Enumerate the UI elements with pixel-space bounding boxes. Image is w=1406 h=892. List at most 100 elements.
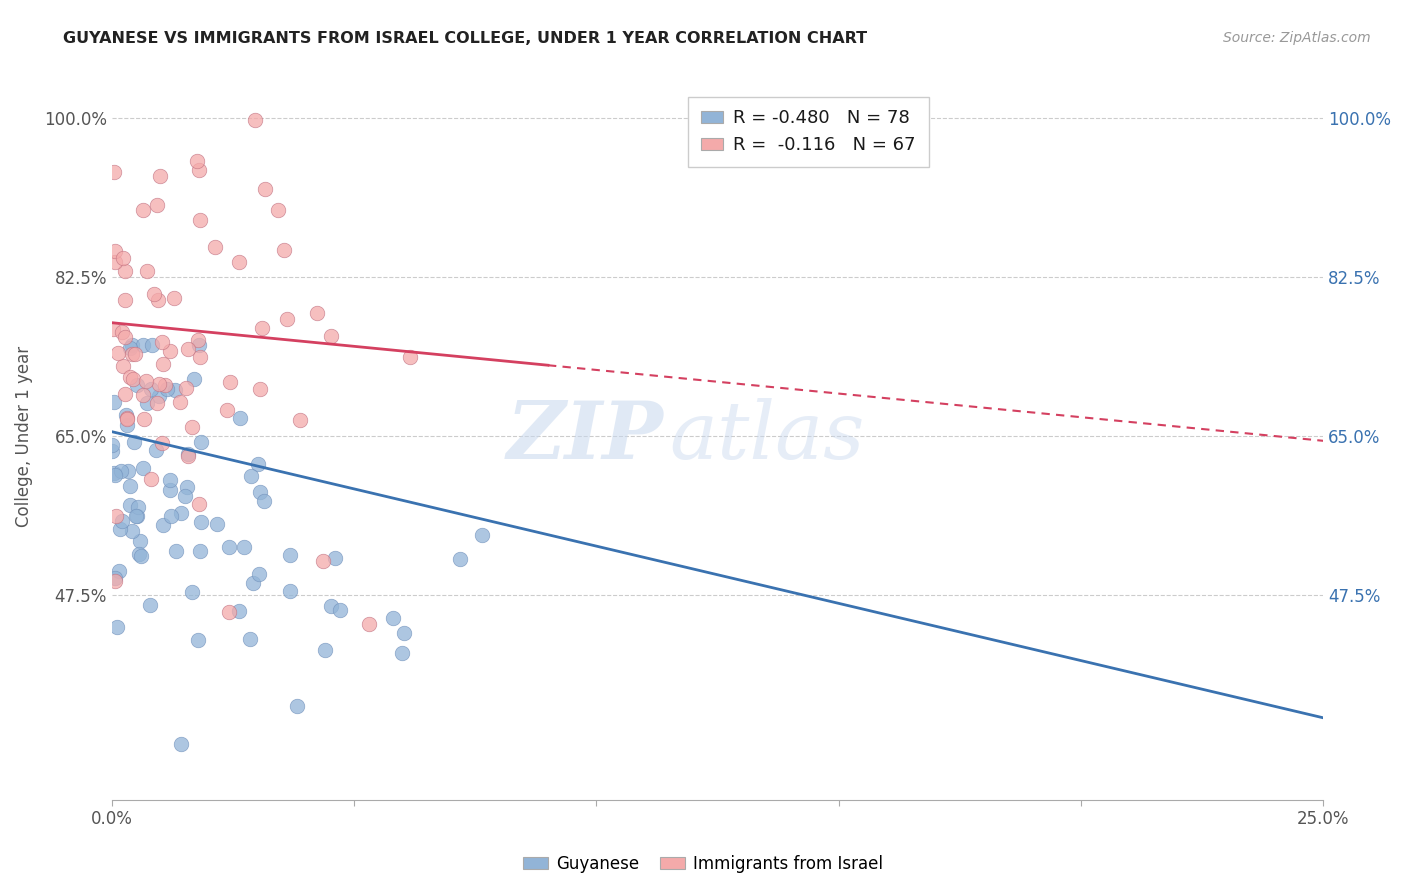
- Point: [280, 583, 302, 598]
- Point: [103, 395, 125, 409]
- Point: [103, 466, 125, 480]
- Point: [170, 506, 193, 520]
- Point: [249, 484, 271, 499]
- Point: [176, 480, 198, 494]
- Point: [188, 213, 211, 227]
- Point: [104, 509, 127, 524]
- Point: [132, 388, 155, 402]
- Point: [165, 544, 187, 558]
- Text: ZIP: ZIP: [506, 398, 664, 475]
- Point: [239, 468, 262, 483]
- Point: [136, 263, 159, 277]
- Point: [122, 435, 145, 450]
- Point: [111, 514, 134, 528]
- Point: [141, 338, 163, 352]
- Point: [174, 382, 197, 396]
- Point: [190, 516, 212, 530]
- Point: [127, 500, 149, 514]
- Point: [104, 255, 127, 269]
- Point: [101, 322, 124, 336]
- Point: [188, 163, 211, 178]
- Point: [246, 457, 269, 471]
- Point: [117, 464, 139, 478]
- Point: [254, 182, 277, 196]
- Point: [152, 358, 174, 372]
- Point: [104, 574, 127, 588]
- Point: [183, 372, 205, 386]
- Point: [159, 473, 181, 487]
- Point: [114, 264, 136, 278]
- Point: [392, 626, 415, 640]
- Legend: Guyanese, Immigrants from Israel: Guyanese, Immigrants from Israel: [516, 848, 890, 880]
- Point: [215, 402, 238, 417]
- Point: [250, 320, 273, 334]
- Point: [187, 333, 209, 347]
- Point: [108, 564, 131, 578]
- Point: [114, 329, 136, 343]
- Point: [186, 153, 208, 168]
- Point: [228, 604, 250, 618]
- Point: [150, 335, 173, 350]
- Point: [114, 386, 136, 401]
- Point: [267, 202, 290, 217]
- Point: [312, 554, 335, 568]
- Point: [290, 413, 312, 427]
- Point: [152, 517, 174, 532]
- Point: [187, 497, 209, 511]
- Point: [176, 449, 198, 463]
- Point: [101, 438, 124, 452]
- Point: [180, 585, 202, 599]
- Text: Source: ZipAtlas.com: Source: ZipAtlas.com: [1223, 31, 1371, 45]
- Point: [101, 443, 124, 458]
- Point: [114, 293, 136, 307]
- Point: [139, 382, 162, 396]
- Point: [135, 395, 157, 409]
- Point: [176, 447, 198, 461]
- Point: [110, 464, 132, 478]
- Point: [150, 435, 173, 450]
- Point: [108, 522, 131, 536]
- Point: [229, 411, 252, 425]
- Point: [323, 550, 346, 565]
- Point: [146, 395, 169, 409]
- Point: [103, 571, 125, 585]
- Point: [127, 377, 149, 392]
- Point: [187, 633, 209, 648]
- Point: [146, 293, 169, 308]
- Point: [149, 169, 172, 184]
- Point: [132, 412, 155, 426]
- Point: [124, 347, 146, 361]
- Point: [247, 567, 270, 582]
- Point: [145, 442, 167, 457]
- Point: [121, 524, 143, 538]
- Point: [159, 483, 181, 497]
- Point: [115, 417, 138, 432]
- Point: [128, 547, 150, 561]
- Point: [278, 548, 301, 562]
- Point: [218, 541, 240, 555]
- Point: [188, 338, 211, 352]
- Point: [129, 549, 152, 563]
- Point: [114, 408, 136, 422]
- Point: [188, 351, 211, 365]
- Point: [141, 472, 163, 486]
- Point: [228, 255, 250, 269]
- Point: [104, 468, 127, 483]
- Point: [219, 375, 242, 389]
- Point: [239, 632, 262, 646]
- Point: [159, 344, 181, 359]
- Point: [155, 377, 177, 392]
- Point: [135, 374, 157, 388]
- Point: [121, 338, 143, 352]
- Point: [285, 698, 308, 713]
- Point: [107, 345, 129, 359]
- Point: [131, 338, 153, 352]
- Point: [319, 329, 342, 343]
- Point: [329, 603, 352, 617]
- Point: [129, 533, 152, 548]
- Point: [148, 389, 170, 403]
- Point: [132, 203, 155, 218]
- Point: [232, 540, 254, 554]
- Point: [170, 737, 193, 751]
- Point: [112, 359, 135, 374]
